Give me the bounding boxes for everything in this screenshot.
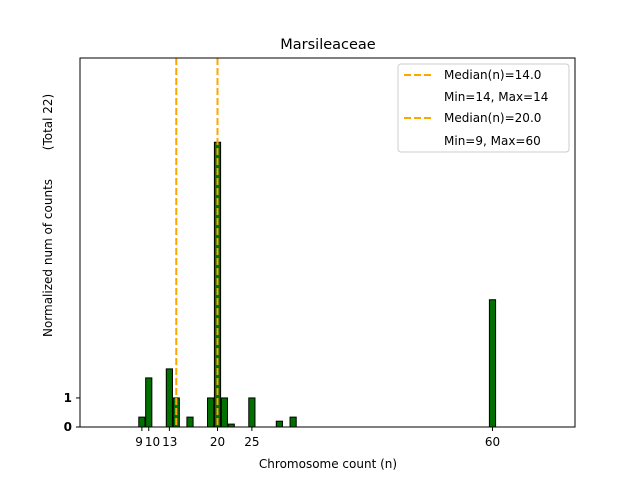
x-axis-label: Chromosome count (n): [259, 457, 397, 471]
y-ticks: 01: [64, 391, 80, 434]
x-ticks: 9 10 13 20 25 60: [135, 427, 500, 449]
bar-9: [138, 416, 146, 428]
legend-label-1: Median(n)=14.0: [444, 68, 541, 82]
x-tick-label: 60: [485, 435, 500, 449]
x-tick-label: 20: [210, 435, 225, 449]
bar-19: [207, 397, 215, 428]
bar-29: [275, 420, 283, 428]
x-tick-label: 10: [145, 435, 160, 449]
y-axis-label: Normalized num of counts: [41, 179, 55, 337]
bars-group: [138, 141, 497, 428]
legend-range-1: Min=14, Max=14: [444, 90, 548, 104]
bar-21: [220, 397, 228, 428]
bar-10: [145, 377, 153, 428]
chart-title: Marsileaceae: [280, 37, 376, 53]
y-axis-label-total: (Total 22): [41, 94, 55, 150]
bar-16: [186, 416, 194, 428]
legend-label-2: Median(n)=20.0: [444, 111, 541, 125]
x-tick-label: 9: [135, 435, 143, 449]
y-tick-label: 0: [64, 420, 72, 434]
bar-13: [165, 368, 173, 428]
bar-25: [248, 397, 256, 428]
x-tick-label: 25: [244, 435, 259, 449]
legend-range-2: Min=9, Max=60: [444, 134, 541, 148]
x-tick-label: 13: [162, 435, 177, 449]
legend-box: [397, 63, 570, 153]
bar-60: [488, 299, 497, 428]
legend: Median(n)=14.0 Min=14, Max=14 Median(n)=…: [397, 63, 570, 153]
y-tick-label: 1: [64, 391, 72, 405]
median-lines-group: [175, 58, 219, 427]
plot-frame: [79, 57, 576, 428]
bar-31: [289, 416, 297, 428]
